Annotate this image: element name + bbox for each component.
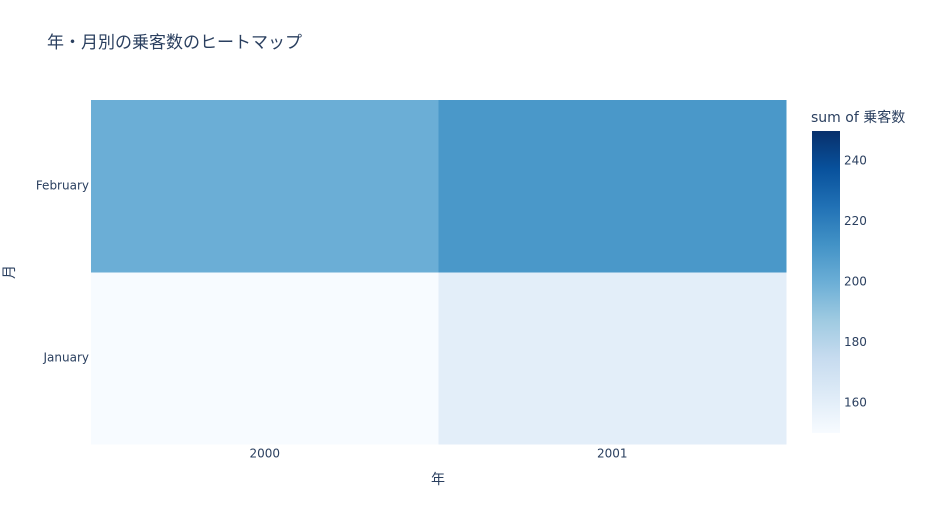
colorbar-tick-label: 200 (844, 275, 867, 289)
colorbar-title: sum of 乗客数 (811, 109, 905, 126)
chart-title: 年・月別の乗客数のヒートマップ (47, 33, 302, 53)
colorbar-tick-label: 160 (844, 395, 867, 409)
y-tick-label: January (43, 351, 90, 365)
heatmap-cell (91, 272, 439, 445)
x-tick-label: 2001 (597, 447, 628, 461)
y-axis-title: 月 (2, 265, 18, 279)
colorbar-tick-label: 180 (844, 335, 867, 349)
colorbar-tick-label: 240 (844, 154, 867, 168)
colorbar-tick-label: 220 (844, 214, 867, 228)
heatmap-cell (438, 100, 787, 273)
heatmap-cell (438, 272, 787, 445)
x-axis-title: 年 (431, 472, 445, 488)
y-tick-label: February (36, 179, 89, 193)
x-tick-label: 2000 (249, 447, 280, 461)
colorbar (812, 131, 840, 433)
heatmap-cell (91, 100, 439, 273)
